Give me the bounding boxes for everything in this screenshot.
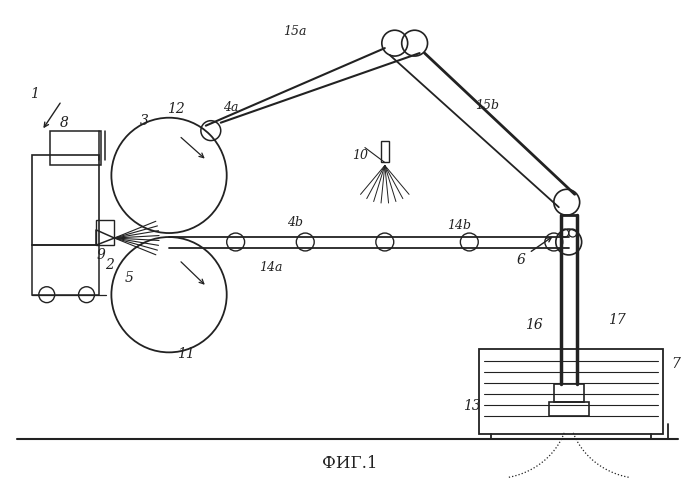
Text: 8: 8 [60,116,69,130]
Bar [549,402,589,416]
Text: 2: 2 [105,258,114,272]
Bar [97,220,114,245]
Text: 14b: 14b [447,219,471,231]
Text: 13: 13 [463,399,481,413]
Text: 6: 6 [517,253,526,267]
Text: 9: 9 [97,248,106,262]
Text: 5: 5 [125,271,134,285]
Bar [381,141,388,162]
Text: 15b: 15b [475,99,499,112]
Text: 1: 1 [30,87,39,101]
Bar [50,130,102,166]
Text: ФИГ.1: ФИГ.1 [322,455,378,472]
Text: 15a: 15a [284,25,307,38]
Text: 7: 7 [672,357,680,371]
Text: 17: 17 [608,313,625,327]
Text: 16: 16 [525,317,542,331]
Text: 4b: 4b [287,215,303,228]
Bar [32,245,99,295]
Text: 11: 11 [177,347,195,361]
Text: 4a: 4a [223,101,239,114]
Text: 12: 12 [167,102,185,116]
Text: 14a: 14a [259,261,282,274]
Text: 10: 10 [352,149,368,162]
Bar [554,384,584,402]
Bar [480,349,663,434]
Bar [32,156,99,245]
Text: 3: 3 [140,114,148,128]
